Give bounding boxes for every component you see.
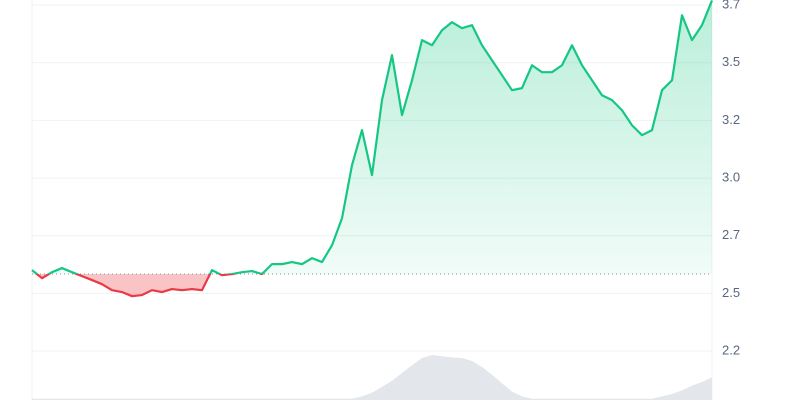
price-line [31,0,714,298]
y-tick-label: 3.5 [722,54,740,69]
y-tick-label: 2.5 [722,285,740,300]
y-tick-label: 2.7 [722,227,740,242]
volume-area [32,355,712,400]
y-tick-label: 3.0 [722,170,740,185]
price-area [32,0,712,297]
y-tick-label: 3.7 [722,0,740,12]
y-tick-label: 3.2 [722,112,740,127]
y-tick-label: 2.2 [722,343,740,358]
